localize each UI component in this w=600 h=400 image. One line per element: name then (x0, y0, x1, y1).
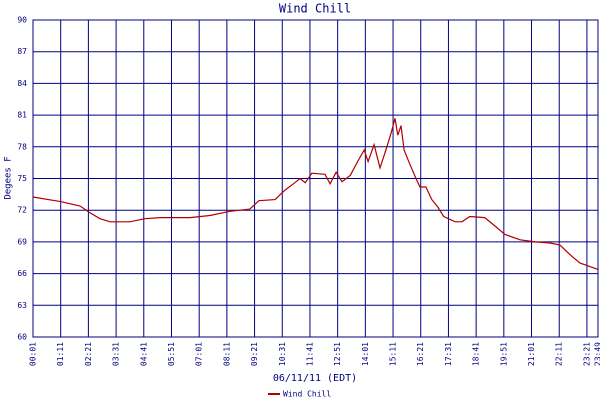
y-tick-label: 81 (17, 111, 27, 120)
x-tick-label: 23:49 (594, 342, 600, 366)
x-tick-label: 00:01 (29, 342, 38, 366)
x-tick-label: 18:41 (472, 342, 481, 366)
y-tick-label: 72 (17, 206, 27, 215)
x-tick-label: 22:11 (555, 342, 564, 366)
x-tick-label: 12:51 (333, 342, 342, 366)
chart-title: Wind Chill (279, 2, 351, 16)
x-tick-label: 09:21 (250, 342, 259, 366)
x-tick-label: 23:21 (582, 342, 591, 366)
x-tick-label: 05:51 (167, 342, 176, 366)
legend-label: Wind Chill (283, 390, 331, 399)
y-tick-label: 90 (17, 16, 27, 25)
y-tick-label: 87 (17, 47, 27, 56)
x-tick-label: 04:41 (139, 342, 148, 366)
y-tick-label: 69 (17, 237, 27, 246)
x-tick-label: 14:01 (361, 342, 370, 366)
y-axis-label: Degees F (4, 156, 14, 199)
x-tick-label: 11:41 (305, 342, 314, 366)
x-tick-label: 10:31 (278, 342, 287, 366)
x-tick-label: 02:21 (84, 342, 93, 366)
x-tick-label: 07:01 (195, 342, 204, 366)
x-tick-label: 21:01 (527, 342, 536, 366)
y-tick-label: 78 (17, 142, 27, 151)
x-tick-label: 03:31 (112, 342, 121, 366)
y-tick-label: 63 (17, 301, 27, 310)
x-tick-label: 08:11 (222, 342, 231, 366)
y-tick-label: 66 (17, 269, 27, 278)
x-tick-label: 19:51 (499, 342, 508, 366)
x-tick-label: 01:11 (56, 342, 65, 366)
y-tick-label: 60 (17, 333, 27, 342)
y-tick-label: 75 (17, 174, 27, 183)
x-axis-label: 06/11/11 (EDT) (273, 373, 357, 384)
x-tick-label: 16:21 (416, 342, 425, 366)
x-tick-label: 15:11 (389, 342, 398, 366)
x-tick-label: 17:31 (444, 342, 453, 366)
y-tick-label: 84 (17, 79, 27, 88)
data-line (32, 118, 599, 270)
